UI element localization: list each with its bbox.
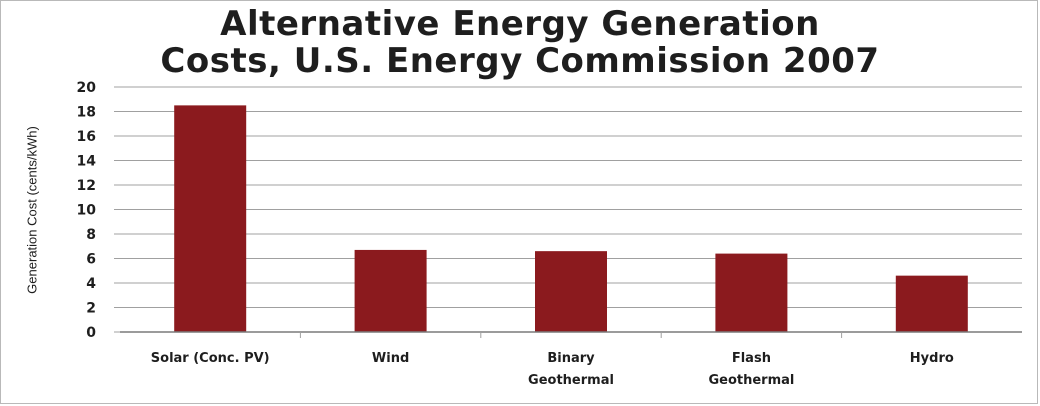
chart-title-line-1: Alternative Energy Generation bbox=[220, 4, 820, 44]
y-tick-label: 18 bbox=[77, 105, 96, 121]
bar bbox=[354, 249, 427, 332]
y-tick-label: 14 bbox=[77, 154, 97, 170]
bar bbox=[174, 105, 247, 332]
y-tick-label: 8 bbox=[86, 227, 96, 243]
y-tick-label: 6 bbox=[86, 252, 96, 268]
bar bbox=[895, 275, 968, 332]
y-tick-label: 2 bbox=[86, 301, 96, 317]
x-category-label: Hydro bbox=[910, 351, 954, 366]
y-tick-label: 16 bbox=[77, 129, 96, 145]
y-tick-label: 10 bbox=[77, 203, 97, 219]
x-category-label: Flash Geothermal bbox=[708, 351, 794, 388]
y-tick-label: 20 bbox=[77, 80, 97, 96]
y-tick-label: 0 bbox=[86, 325, 96, 341]
x-category-label: Solar (Conc. PV) bbox=[151, 351, 270, 366]
x-axis-categories: Solar (Conc. PV) Wind Binary Geothermal Flas… bbox=[151, 332, 954, 388]
y-tick-label: 12 bbox=[77, 178, 96, 194]
chart-title: Alternative Energy Generation Costs, U.S… bbox=[0, 6, 1040, 80]
bar bbox=[535, 251, 607, 332]
chart-title-line-2: Costs, U.S. Energy Commission 2007 bbox=[160, 41, 880, 81]
y-axis-ticks: 0 2 4 6 8 10 12 14 16 18 20 bbox=[77, 80, 120, 341]
x-category-label: Wind bbox=[372, 351, 409, 366]
bars bbox=[174, 105, 968, 332]
y-tick-label: 4 bbox=[86, 276, 96, 292]
x-category-label: Binary Geothermal bbox=[528, 351, 614, 388]
bar bbox=[715, 253, 788, 332]
